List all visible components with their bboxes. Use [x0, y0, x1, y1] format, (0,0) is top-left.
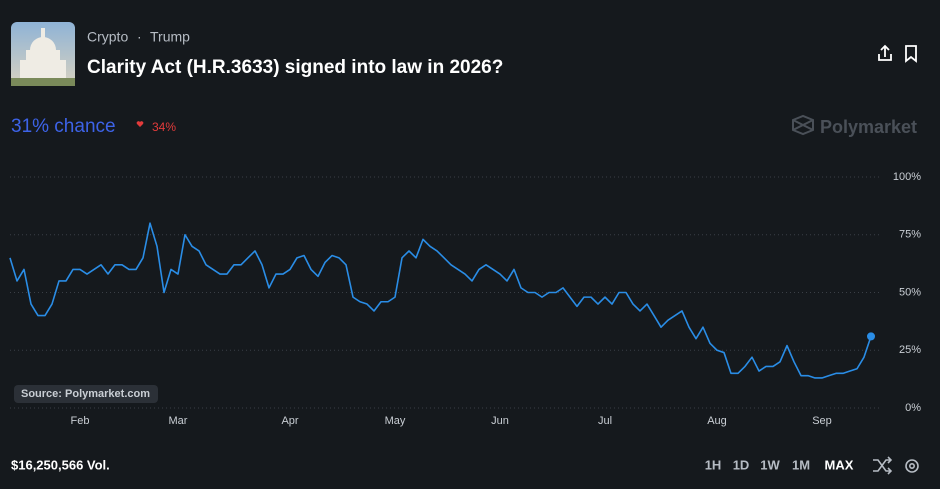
x-tick-label: Apr: [281, 415, 298, 427]
change-arrow: [136, 121, 144, 127]
range-button[interactable]: 1M: [792, 457, 810, 472]
source-badge: [14, 385, 158, 403]
x-tick-label: May: [385, 415, 406, 427]
brand-logo: [792, 114, 814, 136]
range-button[interactable]: MAX: [825, 457, 854, 472]
share-icon[interactable]: [878, 44, 892, 61]
bookmark-icon[interactable]: [905, 45, 917, 63]
range-button[interactable]: 1W: [760, 457, 780, 472]
market-title: Clarity Act (H.R.3633) signed into law i…: [87, 57, 503, 78]
last-point: [867, 332, 875, 341]
settings-icon[interactable]: [905, 459, 919, 473]
market-image: [11, 22, 75, 86]
x-tick-label: Jul: [598, 415, 612, 427]
range-button[interactable]: 1D: [733, 457, 750, 472]
y-tick-label: 100%: [893, 171, 921, 183]
brand: Polymarket: [820, 117, 917, 137]
chart: 0% 25% 50% 75% 100% Feb Mar Apr May Jun Jul Aug Sep: [9, 171, 921, 427]
x-tick-label: Jun: [491, 415, 509, 427]
source: Source: Polymarket.com: [21, 388, 150, 400]
volume: $16,250,566 Vol.: [11, 457, 110, 472]
y-tick-label: 75%: [899, 229, 921, 241]
x-tick-label: Mar: [169, 415, 188, 427]
y-tick-label: 50%: [899, 286, 921, 298]
y-tick-label: 25%: [899, 344, 921, 356]
range-button[interactable]: 1H: [705, 457, 722, 472]
breadcrumb[interactable]: Crypto: [87, 29, 128, 45]
shuffle-icon[interactable]: [873, 456, 893, 475]
x-tick-label: Feb: [71, 415, 90, 427]
y-tick-label: 0%: [905, 402, 921, 414]
range-buttons: 1H 1D 1W 1M MAX: [705, 457, 854, 472]
price-line: [9, 222, 872, 379]
chance: 31% chance: [11, 116, 116, 137]
x-tick-label: Aug: [707, 415, 727, 427]
x-tick-label: Sep: [812, 415, 832, 427]
breadcrumb[interactable]: Trump: [150, 29, 190, 45]
change: 34%: [152, 120, 176, 134]
separator: ·: [137, 29, 142, 45]
